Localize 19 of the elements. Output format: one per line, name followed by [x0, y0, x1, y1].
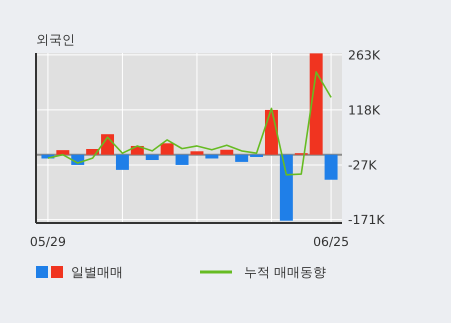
legend-label: 누적 매매동향	[244, 266, 326, 281]
y-tick-label: -27K	[348, 157, 378, 172]
bar	[235, 154, 248, 162]
chart-title: 외국인	[36, 33, 75, 48]
y-tick-label: 118K	[348, 102, 381, 118]
bar	[116, 154, 129, 170]
bar	[160, 143, 174, 155]
bar	[176, 154, 189, 165]
x-tick-label: 05/29	[30, 234, 66, 249]
bar	[280, 154, 293, 221]
y-tick-label: -171K	[348, 212, 386, 227]
bar	[205, 154, 218, 158]
line-series	[47, 71, 332, 176]
bar	[56, 150, 70, 155]
legend-label: 일별매매	[71, 266, 123, 281]
y-tick-label: 263K	[348, 47, 381, 62]
bar	[324, 154, 338, 180]
bar	[146, 154, 159, 160]
x-tick-label: 06/25	[313, 234, 350, 249]
